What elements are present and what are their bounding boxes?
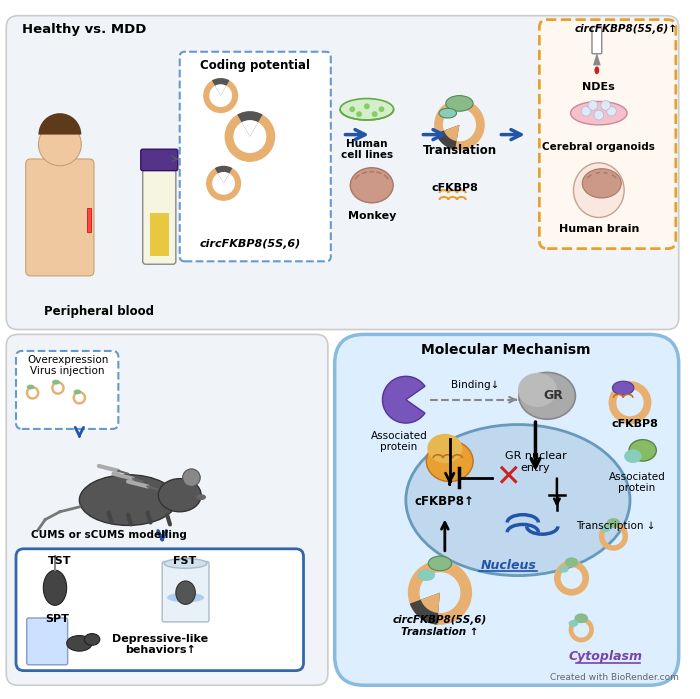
Ellipse shape [158,479,201,512]
Ellipse shape [629,440,657,461]
Circle shape [607,106,617,116]
FancyBboxPatch shape [150,212,169,257]
Wedge shape [382,376,425,423]
Text: Transcription ↓: Transcription ↓ [576,521,656,531]
Text: GR: GR [543,389,563,403]
FancyBboxPatch shape [6,334,328,685]
Ellipse shape [594,66,599,74]
Text: cFKBP8: cFKBP8 [611,419,658,429]
Ellipse shape [601,526,610,532]
Ellipse shape [568,620,578,627]
Circle shape [581,106,591,116]
Ellipse shape [350,168,393,203]
Ellipse shape [428,556,452,570]
Ellipse shape [446,96,473,111]
Ellipse shape [167,593,204,603]
Ellipse shape [43,570,66,605]
Ellipse shape [439,108,456,118]
Text: ✕: ✕ [496,463,521,492]
Ellipse shape [74,389,81,394]
Ellipse shape [340,99,393,120]
FancyBboxPatch shape [16,549,304,670]
Text: Monkey: Monkey [347,210,396,221]
FancyBboxPatch shape [26,159,94,276]
Ellipse shape [573,163,624,217]
Text: Cytoplasm: Cytoplasm [568,649,643,663]
FancyBboxPatch shape [335,334,679,685]
Ellipse shape [426,440,473,482]
Text: circFKBP8(5S,6)
Translation ↑: circFKBP8(5S,6) Translation ↑ [393,615,487,637]
FancyBboxPatch shape [540,20,676,249]
Text: Human
cell lines: Human cell lines [341,138,393,160]
Circle shape [349,106,355,112]
Ellipse shape [52,380,60,384]
Circle shape [183,469,200,487]
Ellipse shape [519,373,575,419]
Text: cFKBP8↑: cFKBP8↑ [415,495,475,508]
Wedge shape [410,593,440,625]
Text: Human brain: Human brain [559,224,639,234]
Wedge shape [215,166,232,183]
FancyBboxPatch shape [27,618,68,665]
Circle shape [379,106,384,112]
FancyBboxPatch shape [141,149,178,171]
Circle shape [372,111,377,117]
Wedge shape [215,84,226,96]
Circle shape [38,123,81,166]
Text: Molecular Mechanism: Molecular Mechanism [421,343,591,357]
Text: CUMS or sCUMS modelling: CUMS or sCUMS modelling [31,531,186,540]
Text: Peripheral blood: Peripheral blood [44,305,154,318]
Ellipse shape [612,381,634,395]
Text: Overexpression
Virus injection: Overexpression Virus injection [27,355,108,377]
Ellipse shape [176,581,195,605]
Ellipse shape [79,475,177,526]
Text: Associated
protein: Associated protein [370,431,428,452]
Text: Cerebral organoids: Cerebral organoids [542,143,655,152]
Wedge shape [421,593,440,613]
Ellipse shape [417,569,435,581]
Ellipse shape [565,557,578,567]
Text: Created with BioRender.com: Created with BioRender.com [550,673,679,682]
Wedge shape [241,120,258,136]
Circle shape [356,111,362,117]
FancyBboxPatch shape [88,208,91,232]
FancyBboxPatch shape [592,27,602,54]
Ellipse shape [624,449,642,463]
Ellipse shape [582,168,621,198]
Text: circFKBP8(5S,6)↑: circFKBP8(5S,6)↑ [575,24,678,34]
Wedge shape [237,111,262,136]
Wedge shape [212,78,230,96]
FancyBboxPatch shape [180,52,331,261]
Ellipse shape [27,384,34,389]
Text: TST: TST [48,556,71,565]
Text: Coding potential: Coding potential [199,59,310,71]
Ellipse shape [84,633,100,645]
Text: Associated
protein: Associated protein [608,472,665,493]
Text: FST: FST [173,556,196,565]
FancyBboxPatch shape [6,15,679,329]
Wedge shape [435,125,459,150]
Wedge shape [38,113,81,135]
Text: circFKBP8(5S,6): circFKBP8(5S,6) [199,238,300,249]
Wedge shape [218,172,230,183]
Text: SPT: SPT [45,614,69,624]
Text: GR nuclear
entry: GR nuclear entry [505,452,566,473]
Ellipse shape [570,101,627,125]
Polygon shape [593,52,601,66]
Ellipse shape [575,614,588,624]
Text: Depressive-like
behaviors↑: Depressive-like behaviors↑ [112,633,209,655]
Ellipse shape [559,566,568,572]
Ellipse shape [164,559,207,568]
Text: NDEs: NDEs [582,82,615,92]
Ellipse shape [196,494,206,500]
Text: Translation: Translation [422,145,496,157]
FancyBboxPatch shape [16,351,118,429]
Circle shape [601,101,610,110]
Text: Nucleus: Nucleus [480,559,536,572]
Ellipse shape [427,434,463,463]
Ellipse shape [66,635,92,651]
Text: Binding↓: Binding↓ [451,380,499,390]
Circle shape [588,101,598,110]
Circle shape [594,110,603,120]
Circle shape [364,103,370,109]
